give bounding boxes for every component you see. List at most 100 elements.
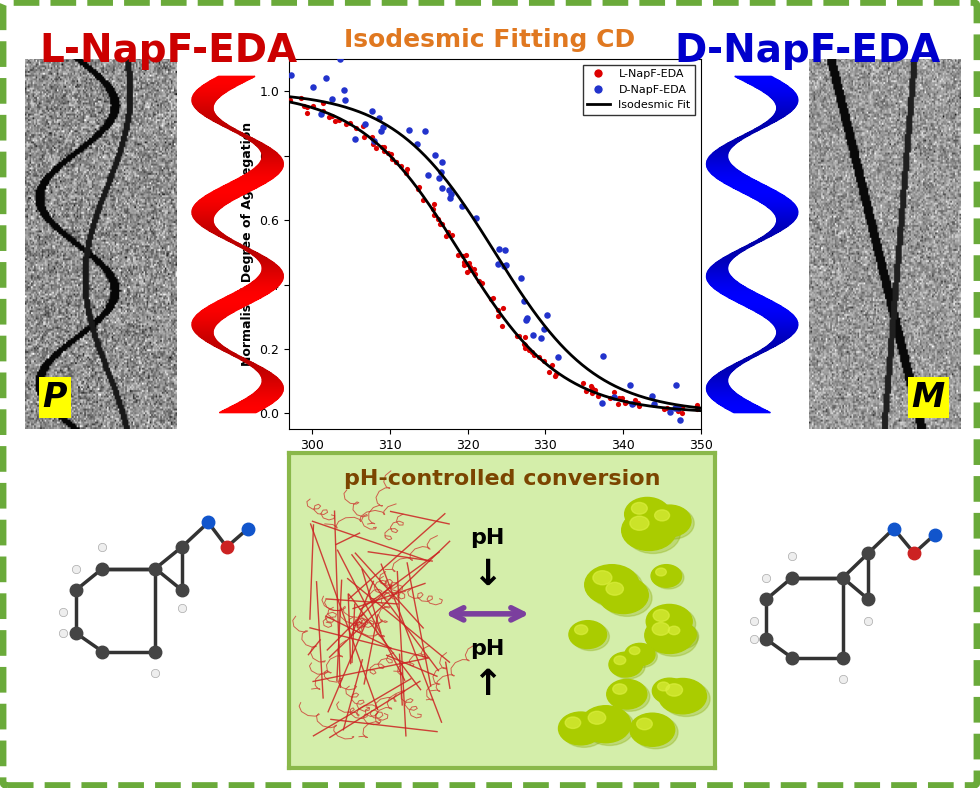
- Circle shape: [625, 643, 655, 666]
- Point: [458, 249, 473, 262]
- Polygon shape: [218, 300, 257, 301]
- Polygon shape: [257, 277, 283, 279]
- Polygon shape: [192, 99, 218, 100]
- Polygon shape: [720, 258, 733, 260]
- Point: [550, 350, 565, 362]
- Point: [441, 184, 457, 196]
- Polygon shape: [732, 139, 742, 141]
- Polygon shape: [232, 292, 270, 294]
- Polygon shape: [261, 263, 276, 265]
- Polygon shape: [260, 261, 272, 262]
- Point: [316, 105, 331, 117]
- Polygon shape: [763, 317, 796, 318]
- Polygon shape: [192, 324, 217, 325]
- Polygon shape: [254, 167, 282, 169]
- Polygon shape: [730, 186, 769, 188]
- Polygon shape: [259, 260, 271, 261]
- Circle shape: [651, 565, 682, 587]
- Point: [368, 142, 383, 154]
- Polygon shape: [255, 391, 283, 392]
- Polygon shape: [752, 129, 760, 131]
- Polygon shape: [195, 91, 226, 93]
- Circle shape: [599, 577, 649, 614]
- Polygon shape: [245, 362, 254, 363]
- Point: [656, 403, 671, 415]
- Polygon shape: [772, 116, 785, 117]
- Polygon shape: [717, 148, 731, 150]
- Point: [399, 163, 415, 176]
- Circle shape: [588, 712, 606, 724]
- Polygon shape: [205, 116, 218, 117]
- Polygon shape: [743, 305, 781, 307]
- Polygon shape: [234, 403, 271, 405]
- Circle shape: [606, 582, 623, 595]
- Polygon shape: [760, 202, 793, 203]
- Polygon shape: [712, 265, 728, 266]
- Point: [644, 390, 660, 403]
- Point: [498, 258, 514, 271]
- Polygon shape: [197, 334, 214, 336]
- Polygon shape: [235, 132, 243, 133]
- Polygon shape: [195, 332, 213, 333]
- Point: [338, 117, 354, 130]
- Polygon shape: [205, 307, 241, 309]
- Point: [371, 112, 387, 125]
- Polygon shape: [775, 336, 790, 338]
- Polygon shape: [198, 110, 214, 112]
- Polygon shape: [221, 410, 261, 411]
- Polygon shape: [709, 170, 739, 171]
- Polygon shape: [741, 304, 779, 305]
- Circle shape: [628, 500, 673, 533]
- Polygon shape: [205, 195, 242, 196]
- Polygon shape: [203, 114, 216, 116]
- Point: [517, 339, 533, 351]
- Polygon shape: [722, 257, 734, 258]
- Polygon shape: [197, 314, 230, 315]
- Polygon shape: [219, 236, 227, 237]
- Polygon shape: [747, 132, 755, 133]
- Polygon shape: [716, 177, 752, 179]
- Point: [548, 370, 564, 382]
- Polygon shape: [209, 231, 221, 232]
- Point: [462, 261, 477, 273]
- Polygon shape: [197, 202, 230, 203]
- X-axis label: Temperature (K): Temperature (K): [424, 458, 565, 473]
- Circle shape: [630, 516, 649, 530]
- Polygon shape: [728, 185, 766, 186]
- Point: [674, 407, 690, 419]
- Polygon shape: [767, 206, 797, 208]
- Circle shape: [663, 623, 696, 647]
- Point: [587, 384, 603, 396]
- Polygon shape: [263, 381, 281, 382]
- Polygon shape: [262, 378, 279, 380]
- Circle shape: [607, 679, 647, 709]
- Polygon shape: [724, 407, 762, 409]
- Polygon shape: [255, 368, 266, 370]
- Polygon shape: [707, 165, 733, 166]
- Polygon shape: [736, 362, 745, 363]
- Polygon shape: [254, 392, 282, 394]
- Polygon shape: [729, 298, 767, 299]
- Polygon shape: [737, 250, 745, 251]
- Polygon shape: [707, 164, 731, 165]
- Polygon shape: [763, 204, 795, 206]
- Point: [590, 389, 606, 402]
- Polygon shape: [259, 372, 271, 374]
- Polygon shape: [211, 304, 249, 305]
- Polygon shape: [260, 150, 274, 151]
- Point: [603, 391, 618, 403]
- Polygon shape: [262, 265, 277, 266]
- Circle shape: [659, 678, 707, 714]
- Point: [491, 310, 507, 322]
- Polygon shape: [216, 234, 225, 236]
- Polygon shape: [745, 81, 782, 83]
- Point: [318, 72, 333, 84]
- Polygon shape: [261, 262, 274, 263]
- Polygon shape: [755, 128, 762, 129]
- Point: [327, 115, 343, 128]
- Polygon shape: [776, 334, 793, 336]
- Polygon shape: [206, 83, 243, 84]
- Polygon shape: [250, 141, 260, 142]
- Polygon shape: [735, 189, 774, 190]
- Point: [606, 386, 621, 399]
